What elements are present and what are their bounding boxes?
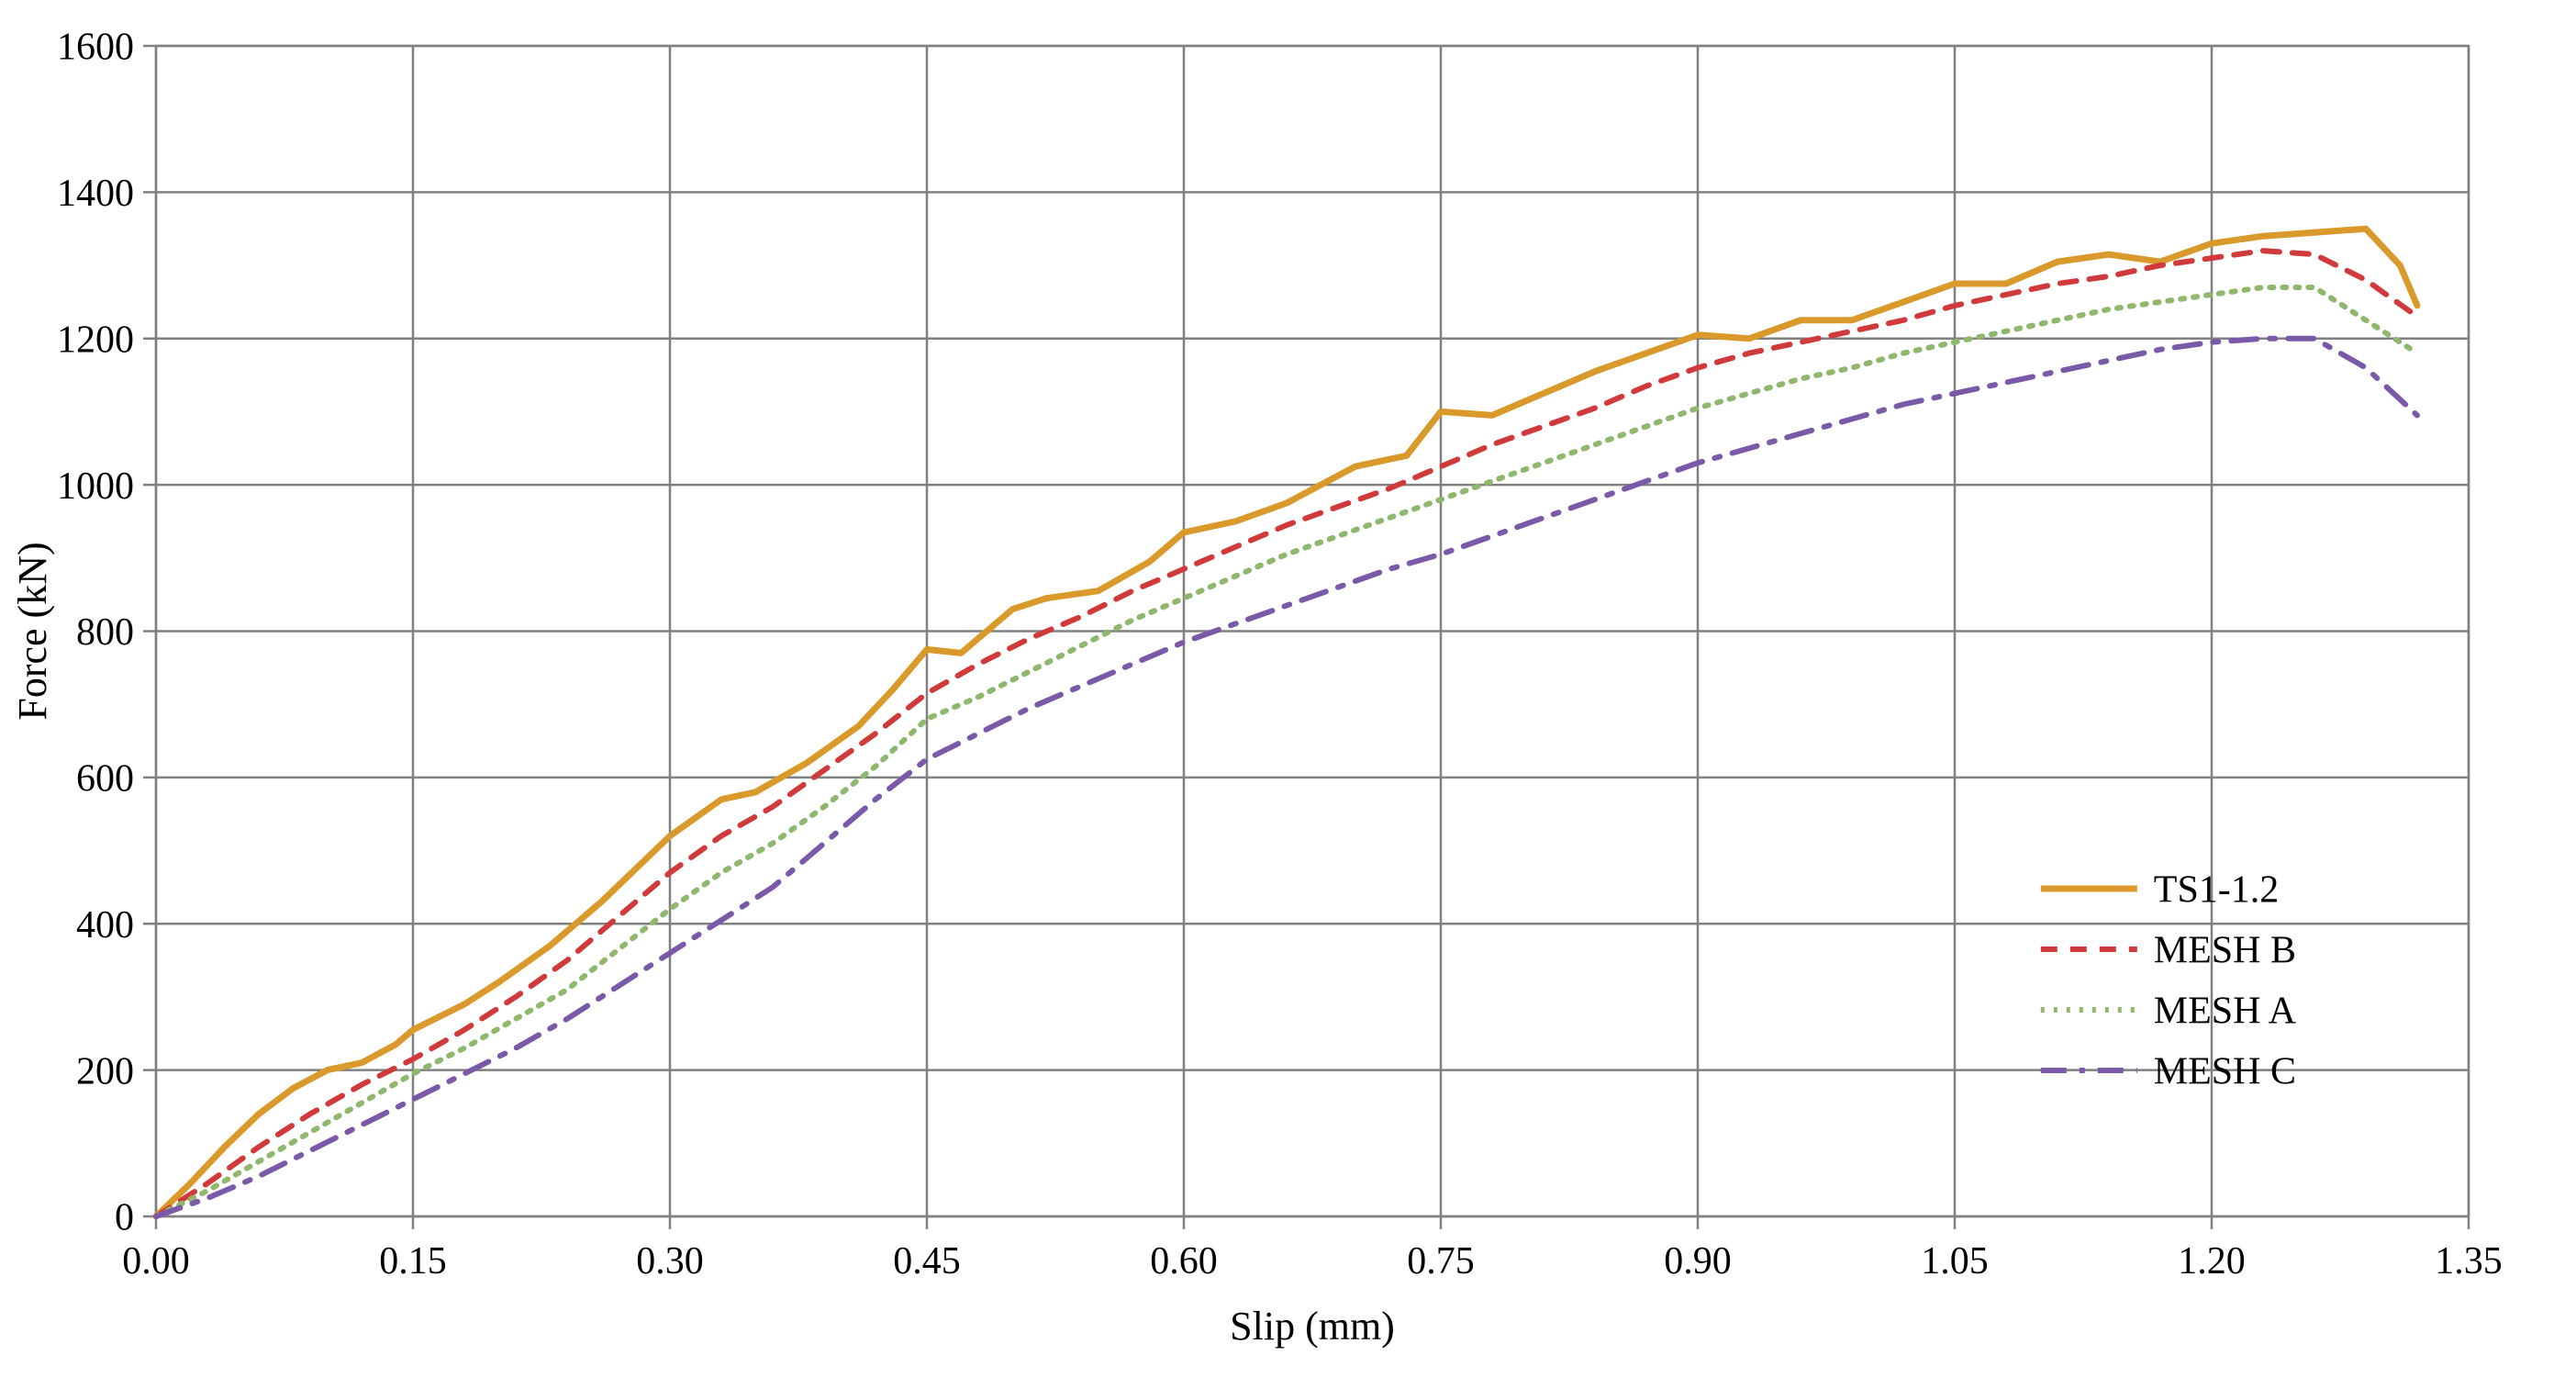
y-tick-label: 1200 bbox=[57, 319, 134, 361]
x-tick-label: 0.00 bbox=[122, 1240, 190, 1282]
legend-label: MESH B bbox=[2154, 930, 2296, 972]
y-axis-label: Force (kN) bbox=[10, 542, 55, 720]
x-tick-label: 1.05 bbox=[1921, 1240, 1989, 1282]
legend-label: MESH C bbox=[2154, 1051, 2296, 1093]
y-tick-label: 1000 bbox=[57, 465, 134, 508]
y-tick-label: 600 bbox=[76, 758, 134, 801]
y-tick-label: 1400 bbox=[57, 173, 134, 215]
x-tick-label: 1.35 bbox=[2435, 1240, 2503, 1282]
y-tick-label: 0 bbox=[115, 1197, 134, 1239]
force-slip-chart: 0.00 0.15 0.30 0.45 0.60 0.75 0.90 1.05 1.20 1.35… bbox=[0, 0, 2576, 1400]
x-tick-label: 0.45 bbox=[893, 1240, 961, 1282]
y-tick-label: 800 bbox=[76, 611, 134, 654]
x-tick-label: 1.20 bbox=[2178, 1240, 2246, 1282]
x-tick-label: 0.30 bbox=[636, 1240, 704, 1282]
y-tick-label: 400 bbox=[76, 904, 134, 946]
chart-svg: 0.00 0.15 0.30 0.45 0.60 0.75 0.90 1.05 1.20 1.35… bbox=[0, 0, 2576, 1400]
y-tick-label: 1600 bbox=[57, 27, 134, 69]
y-tick-label: 200 bbox=[76, 1050, 134, 1092]
legend-label: MESH A bbox=[2154, 991, 2297, 1033]
legend-label: TS1-1.2 bbox=[2154, 869, 2280, 912]
x-axis-label: Slip (mm) bbox=[1230, 1304, 1395, 1349]
x-tick-label: 0.60 bbox=[1150, 1240, 1218, 1282]
x-tick-label: 0.90 bbox=[1664, 1240, 1732, 1282]
x-tick-label: 0.75 bbox=[1407, 1240, 1475, 1282]
x-tick-label: 0.15 bbox=[379, 1240, 447, 1282]
